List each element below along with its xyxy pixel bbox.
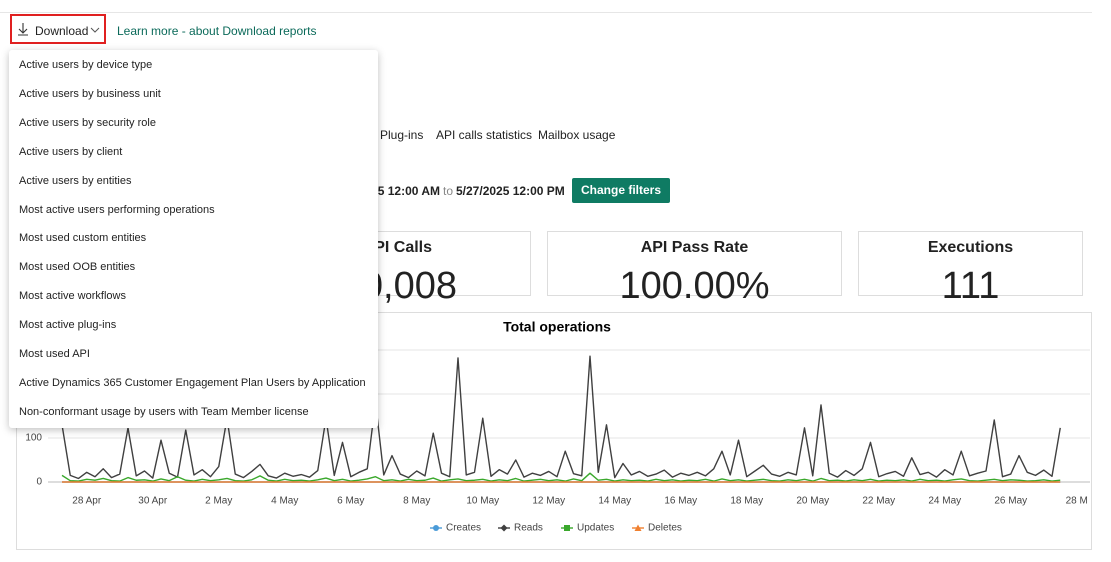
chart-title: Total operations <box>503 319 611 335</box>
menu-item[interactable]: Active users by security role <box>19 116 156 129</box>
y-tick-label: 0 <box>36 477 42 488</box>
legend-label: Creates <box>446 523 481 534</box>
card <box>858 231 1083 296</box>
tab[interactable]: Mailbox usage <box>538 128 616 142</box>
menu-item[interactable]: Most active workflows <box>19 290 126 303</box>
x-tick-label: 16 May <box>664 496 697 507</box>
learn-more-link[interactable]: Learn more - about Download reports <box>117 24 317 38</box>
x-tick-label: 18 May <box>730 496 763 507</box>
divider <box>0 12 1092 13</box>
legend-marker <box>433 525 439 531</box>
end-date: 5/27/2025 12:00 PM <box>456 184 565 198</box>
card-value: 111 <box>941 265 1000 307</box>
card-title: Executions <box>927 239 1014 256</box>
legend-marker <box>500 524 508 532</box>
legend-label: Deletes <box>648 523 682 534</box>
menu-item[interactable]: Active users by client <box>19 145 123 158</box>
chart-panel <box>16 312 1092 550</box>
menu-item[interactable]: Most used custom entities <box>19 232 147 245</box>
card-value: 100.00% <box>619 265 770 307</box>
menu-item[interactable]: Most used API <box>19 348 90 360</box>
start-date: 25 12:00 AM <box>371 184 440 198</box>
menu-item[interactable]: Active users by business unit <box>19 87 161 100</box>
series-line <box>61 472 1061 482</box>
legend-label: Updates <box>577 523 614 534</box>
menu-item[interactable]: Non-conformant usage by users with Team … <box>19 405 309 418</box>
x-tick-label: 20 May <box>796 496 829 507</box>
menu-item[interactable]: Active users by entities <box>19 174 132 187</box>
menu-item[interactable]: Most used OOB entities <box>19 261 136 274</box>
menu-item[interactable]: Most active users performing operations <box>19 203 215 216</box>
x-tick-label: 8 May <box>403 496 430 507</box>
x-tick-label: 30 Apr <box>138 496 168 507</box>
x-tick-label: 10 May <box>466 496 499 507</box>
x-tick-label: 6 May <box>337 496 364 507</box>
x-tick-label: 22 May <box>862 496 895 507</box>
x-tick-label: 2 May <box>205 496 232 507</box>
menu-item[interactable]: Active Dynamics 365 Customer Engagement … <box>19 376 366 389</box>
x-tick-label: 14 May <box>598 496 631 507</box>
to-label: to <box>443 184 454 198</box>
tab[interactable]: Plug-ins <box>380 128 424 142</box>
download-button[interactable]: Download <box>10 14 106 44</box>
card-title: API Pass Rate <box>640 239 749 256</box>
legend-marker <box>634 524 642 531</box>
change-filters-button[interactable]: Change filters <box>572 178 670 203</box>
x-tick-label: 24 May <box>928 496 961 507</box>
download-icon <box>18 23 28 36</box>
x-tick-label: 4 May <box>271 496 298 507</box>
legend-label: Reads <box>514 523 543 534</box>
x-tick-label: 28 Apr <box>72 496 102 507</box>
tab[interactable]: API calls statistics <box>436 128 533 142</box>
x-tick-label: 26 May <box>994 496 1027 507</box>
download-menu: Active users by device type Active users … <box>9 50 378 428</box>
card-title: API Calls <box>362 239 432 256</box>
download-label: Download <box>35 24 89 38</box>
menu-item[interactable]: Active users by device type <box>19 59 153 71</box>
chevron <box>90 27 100 33</box>
y-tick-label: 100 <box>25 433 42 444</box>
x-tick-label: 28 M <box>1066 496 1088 507</box>
card <box>547 231 842 296</box>
x-tick-label: 12 May <box>532 496 565 507</box>
legend-marker <box>564 525 570 531</box>
menu-item[interactable]: Most active plug-ins <box>19 319 117 332</box>
